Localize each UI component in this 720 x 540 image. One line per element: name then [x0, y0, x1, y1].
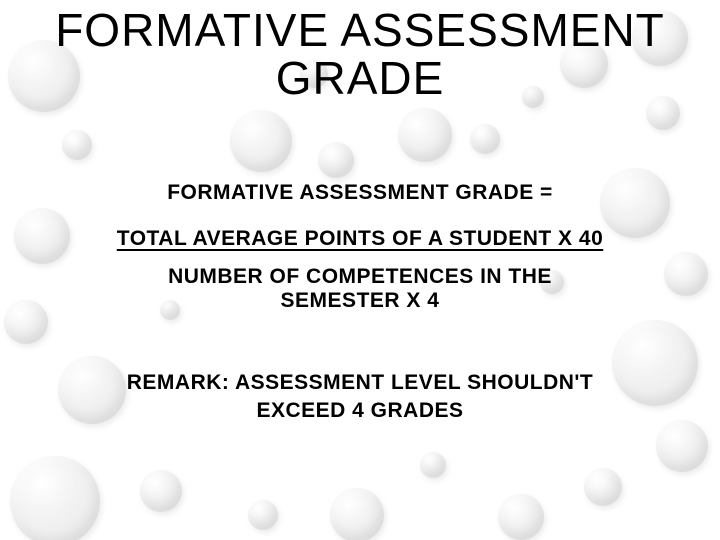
formula-numerator: TOTAL AVERAGE POINTS OF A STUDENT X 40	[117, 227, 604, 251]
equation-label: FORMATIVE ASSESSMENT GRADE =	[167, 181, 553, 205]
remark-line2: EXCEED 4 GRADES	[256, 397, 463, 425]
formula-denominator-line1: NUMBER OF COMPETENCES IN THE	[168, 265, 552, 289]
formula-denominator-line2: SEMESTER X 4	[281, 289, 440, 313]
slide-content: FORMATIVE ASSESSMENT GRADE FORMATIVE ASS…	[0, 0, 720, 540]
remark-line1: REMARK: ASSESSMENT LEVEL SHOULDN'T	[127, 369, 594, 397]
slide-title: FORMATIVE ASSESSMENT GRADE	[0, 6, 720, 103]
